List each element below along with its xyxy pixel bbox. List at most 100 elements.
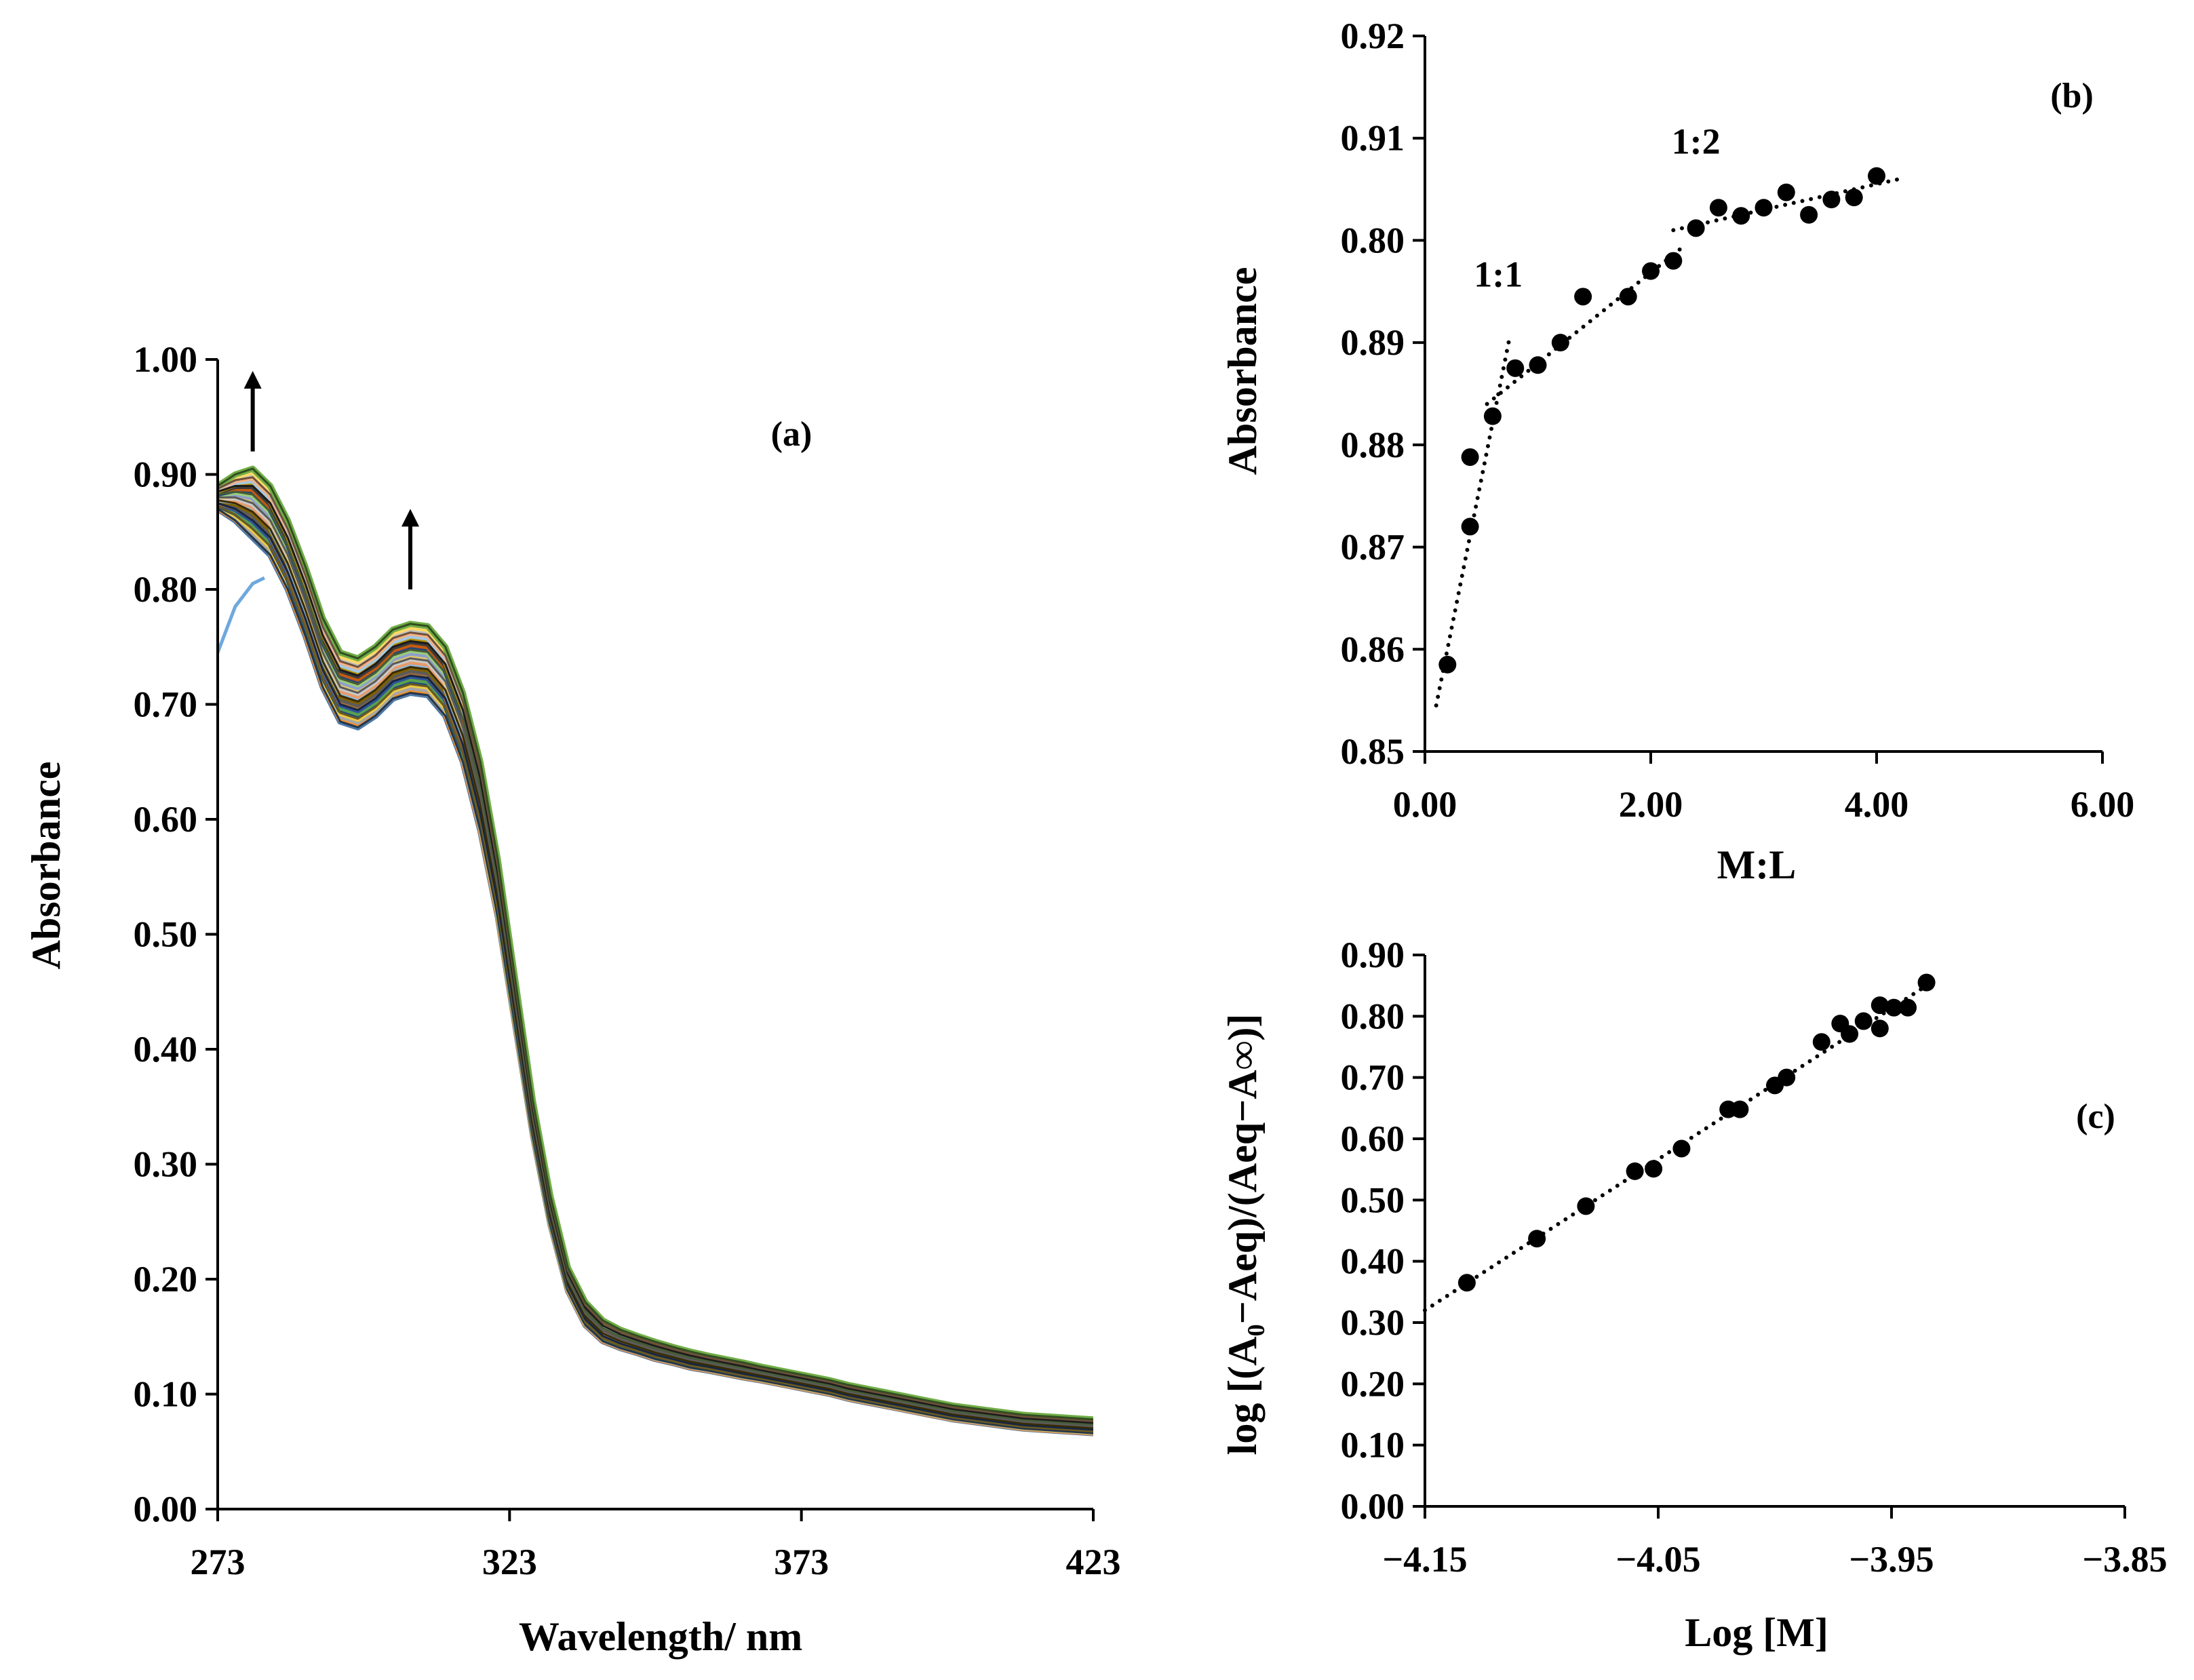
chart-c-data-point — [1645, 1160, 1663, 1178]
increase-arrow-head — [401, 509, 420, 527]
spectrum-line — [218, 471, 1093, 1424]
chart-b-data-point — [1732, 207, 1750, 225]
chart-b-x-tick-label: 0.00 — [1393, 784, 1457, 825]
chart-c-data-point — [1870, 996, 1889, 1015]
chart-a-y-tick-label: 0.30 — [134, 1144, 198, 1185]
chart-a-y-axis-title: Absorbance — [24, 762, 68, 970]
spectrum-line — [218, 494, 1093, 1430]
chart-b-y-tick-label: 0.85 — [1341, 731, 1405, 772]
chart-c-y-tick-label: 0.00 — [1341, 1486, 1405, 1527]
chart-a-x-tick-label: 323 — [482, 1542, 537, 1582]
chart-b-x-tick-label: 2.00 — [1619, 784, 1683, 825]
spectrum-line — [218, 468, 1093, 1424]
chart-a-x-axis-title: Wavelength/ nm — [519, 1614, 802, 1659]
chart-c-data-point — [1672, 1139, 1691, 1158]
chart-a-y-tick-label: 0.00 — [134, 1489, 198, 1529]
spectrum-line — [218, 480, 1093, 1426]
spectrum-line — [218, 497, 1093, 1431]
chart-b-data-point — [1461, 517, 1479, 536]
spectrum-line — [218, 488, 1093, 1428]
chart-b-x-tick-label: 6.00 — [2071, 784, 2135, 825]
chart-b-trendline — [1671, 177, 1902, 233]
chart-a-x-tick-label: 423 — [1066, 1542, 1121, 1582]
chart-b-data-point — [1438, 655, 1457, 673]
chart-b-ratio-label: 1:1 — [1474, 254, 1523, 294]
chart-b-trendline — [1434, 335, 1512, 708]
chart-a-y-tick-label: 0.80 — [134, 569, 198, 610]
spectrum-line — [218, 492, 1093, 1429]
chart-a-y-tick-label: 0.20 — [134, 1259, 198, 1300]
chart-c-x-tick-label: −4.15 — [1382, 1539, 1467, 1580]
chart-c-y-tick-label: 0.80 — [1341, 996, 1405, 1036]
spectrum-line — [218, 501, 1093, 1434]
chart-b-data-point — [1619, 288, 1637, 306]
chart-b-panel-label: (b) — [2050, 77, 2094, 115]
chart-b-data-point — [1845, 189, 1863, 207]
chart-a-y-tick-label: 0.10 — [134, 1374, 198, 1415]
chart-b-y-tick-label: 0.80 — [1341, 220, 1405, 260]
spectrum-line — [218, 503, 1093, 1435]
chart-b-y-tick-label: 0.87 — [1341, 527, 1405, 568]
spectrum-line-dark — [218, 499, 1093, 1429]
chart-b-y-axis-title: Absorbance — [1220, 267, 1265, 475]
chart-c-panel-label: (c) — [2076, 1097, 2115, 1136]
chart-b-data-point — [1529, 356, 1547, 374]
increase-arrow-head — [243, 370, 262, 389]
chart-b-x-tick-label: 4.00 — [1845, 784, 1909, 825]
chart-b-data-point — [1709, 199, 1727, 217]
chart-b-y-tick-label: 0.88 — [1341, 425, 1405, 465]
spectrum-line-dark — [218, 508, 1093, 1434]
chart-a-y-tick-label: 0.60 — [134, 799, 198, 840]
spectrum-line — [218, 495, 1093, 1430]
chart-c-data-point — [1528, 1230, 1546, 1248]
chart-b-data-point — [1755, 199, 1773, 217]
chart-c-data-point — [1457, 1274, 1476, 1292]
spectrum-line — [218, 499, 1093, 1432]
chart-b-data-point — [1800, 206, 1818, 224]
chart-a-y-tick-label: 0.40 — [134, 1029, 198, 1070]
spectrum-line — [218, 483, 1093, 1426]
spectrum-line — [218, 474, 1093, 1424]
spectrum-line — [218, 486, 1093, 1428]
chart-c-x-tick-label: −4.05 — [1615, 1539, 1700, 1580]
chart-b-x-axis-title: M:L — [1717, 842, 1797, 887]
spectrum-line-dark — [218, 490, 1093, 1426]
chart-b-y-tick-label: 0.91 — [1341, 118, 1405, 159]
chart-panel-a: Wavelength/ nm Absorbance (a) 0.00 0.10 0.… — [24, 339, 1121, 1659]
spectrum-line-dark — [218, 496, 1093, 1428]
chart-a-x-tick-label: 273 — [191, 1542, 246, 1582]
spectrum-line — [218, 502, 1093, 1434]
chart-b-y-tick-label: 0.92 — [1341, 16, 1405, 56]
chart-b-data-point — [1868, 167, 1885, 185]
chart-c-y-tick-label: 0.60 — [1341, 1118, 1405, 1159]
chart-c-data-point — [1841, 1025, 1859, 1043]
chart-c-data-point — [1854, 1012, 1873, 1030]
chart-c-data-point — [1899, 998, 1917, 1017]
chart-c-y-tick-label: 0.40 — [1341, 1241, 1405, 1282]
chart-a-y-tick-label: 0.70 — [134, 684, 198, 725]
chart-c-x-axis-title: Log [M] — [1685, 1610, 1828, 1655]
chart-panel-c: Log [M] log [(A₀−Aeq)/(Aeq−A∞)] (c) 0.00… — [1220, 935, 2168, 1655]
chart-c-y-tick-label: 0.30 — [1341, 1302, 1405, 1343]
spectrum-line — [218, 465, 1093, 1423]
chart-b-data-point — [1483, 407, 1502, 425]
chart-panel-b: M:L Absorbance (b) 0.85 0.86 0.87 0.88 0.89 0… — [1220, 16, 2134, 887]
chart-c-data-point — [1917, 973, 1936, 992]
chart-c-data-point — [1885, 998, 1903, 1017]
chart-c-y-tick-label: 0.90 — [1341, 935, 1405, 975]
chart-b-data-point — [1687, 219, 1705, 237]
spectrum-line — [218, 496, 1093, 1431]
chart-b-data-point — [1777, 183, 1795, 201]
chart-c-data-point — [1778, 1068, 1796, 1087]
chart-a-series-group — [218, 465, 1093, 1437]
spectrum-line-dark — [218, 476, 1093, 1422]
chart-a-y-tick-label: 1.00 — [134, 339, 198, 380]
spectrum-line — [218, 498, 1093, 1432]
chart-c-data-point — [1577, 1197, 1595, 1215]
chart-b-data-point — [1551, 334, 1569, 352]
spectrum-line — [218, 484, 1093, 1427]
chart-c-y-tick-label: 0.20 — [1341, 1363, 1405, 1404]
chart-b-data-point — [1822, 191, 1841, 209]
spectrum-line-dark — [218, 467, 1093, 1421]
